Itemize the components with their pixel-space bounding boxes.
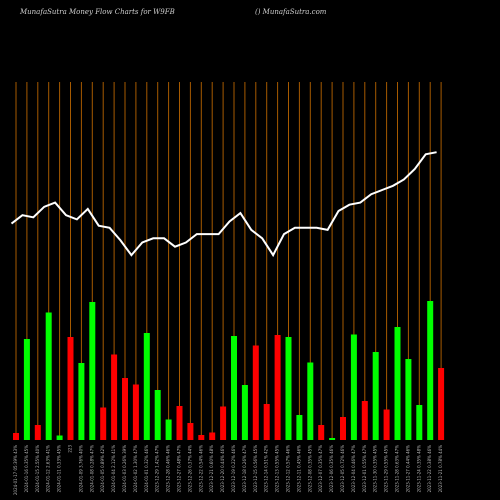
x-tick-label: 2023-12-27 0.48% 47% (177, 445, 182, 493)
bar (154, 390, 161, 440)
x-tick-label: 2024-01-17 05:39% 43% (13, 445, 18, 495)
x-tick-label: 2023-12-26 0.37% 44% (187, 445, 192, 493)
bar (176, 406, 183, 440)
x-tick-label: 2023-12-13 0.55% 45% (275, 445, 280, 493)
x-tick-label: 2023-12-15 0.56% 45% (253, 445, 258, 493)
x-tick-label: 2023-12-01 0.55% 47% (362, 445, 367, 493)
x-tick-label: 2023-12-04 0.46% 47% (351, 445, 356, 493)
x-tick-label: 2023-11-24 0.35% 48% (416, 445, 421, 493)
x-tick-label: 2024-01-03 0.26% 39% (122, 445, 127, 493)
bar (143, 333, 150, 440)
bar (56, 435, 63, 440)
x-tick-label: 2023-11-29 0.55% 45% (384, 445, 389, 493)
bar (187, 423, 194, 440)
bar (45, 312, 52, 440)
bar (329, 438, 336, 440)
bar (318, 425, 325, 440)
money-flow-line (10, 151, 437, 258)
chart-credit: () MunafaSutra.com (255, 8, 327, 16)
x-tick-label: 2023-12-06 0.35% 46% (329, 445, 334, 493)
x-tick-label: 2023-12-18 0.26% 47% (242, 445, 247, 493)
bar-series (13, 301, 445, 440)
bar (252, 345, 259, 440)
x-tick-label: 2023-12-12 0.57% 46% (286, 445, 291, 493)
x-tick-labels: 2024-01-17 05:39% 43% 2024-01-16 0.35% 45… (13, 445, 443, 495)
x-tick-label: 2023-12-08 0.35% 45% (307, 445, 312, 493)
x-tick-label: 223 (68, 445, 73, 453)
x-tick-label: 2023-11-22 0.38% 46% (427, 445, 432, 493)
bar (405, 359, 412, 440)
bar (372, 352, 379, 440)
bar (111, 354, 118, 440)
bar (165, 419, 172, 440)
bar (241, 385, 248, 440)
x-tick-label: 2023-11-21 0.78% 44% (438, 445, 443, 493)
chart-title: MunafaSutra Money Flow Charts for W9FB (20, 8, 175, 16)
bar (198, 435, 205, 440)
x-tick-label: 2024-01-04 2.12% 41% (111, 445, 116, 493)
bar (209, 432, 216, 440)
x-tick-label: 2023-12-05 0.72% 46% (340, 445, 345, 493)
bar (361, 401, 368, 440)
x-tick-label: 2024-01-02 1.30% 47% (133, 445, 138, 493)
bar (296, 415, 303, 440)
bar (263, 404, 270, 440)
x-tick-label: 2024-01-15 2.55% 40% (35, 445, 40, 493)
x-tick-label: 2023-12-19 0.22% 46% (231, 445, 236, 493)
bar (67, 337, 74, 440)
bar (78, 363, 85, 440)
bar (231, 336, 237, 440)
bar (23, 339, 30, 440)
x-tick-label: 2023-12-11 0.45% 46% (296, 445, 301, 493)
bar (307, 362, 314, 440)
bar (34, 425, 41, 440)
bar (383, 409, 390, 440)
x-tick-label: 2023-11-27 0.44% 46% (405, 445, 410, 493)
x-tick-label: 2023-11-28 0.63% 47% (395, 445, 400, 493)
bar (427, 301, 434, 440)
x-tick-label: 2024-01-08 0.28% 47% (89, 445, 94, 493)
x-tick-label: 2024-01-11 0.33% 45% (57, 445, 62, 493)
x-tick-label: 2023-12-28 0.46% 46% (166, 445, 171, 493)
x-tick-label: 2024-01-12 2.63% 41% (46, 445, 51, 493)
bar (438, 368, 445, 440)
bar (394, 327, 401, 440)
x-tick-label: 2024-01-16 0.35% 45% (24, 445, 29, 493)
bar (220, 406, 227, 440)
x-tick-label: 2024-01-09 3.76% 40% (78, 445, 83, 493)
bar (122, 378, 128, 440)
x-tick-label: 2023-12-21 0.60% 48% (209, 445, 214, 493)
bar (132, 384, 139, 440)
bar (350, 334, 357, 440)
x-tick-label: 2023-12-20 0.44% 46% (220, 445, 225, 493)
x-tick-label: 2023-12-07 0.35% 47% (318, 445, 323, 493)
bar (285, 337, 292, 440)
bar (340, 417, 346, 440)
bar (416, 405, 423, 440)
bar (13, 433, 19, 440)
bar (274, 335, 281, 440)
bar (89, 302, 96, 440)
bar (100, 407, 107, 440)
x-tick-label: 2024-01-01 0.32% 46% (144, 445, 149, 493)
x-tick-label: 2023-12-14 0.51% 42% (264, 445, 269, 493)
x-tick-label: 2024-01-05 0.89% 42% (100, 445, 105, 493)
x-tick-label: 2023-11-30 0.35% 45% (373, 445, 378, 493)
x-tick-label: 2023-12-22 0.54% 46% (198, 445, 203, 493)
x-tick-label: 2023-12-29 1.42% 47% (155, 445, 160, 493)
